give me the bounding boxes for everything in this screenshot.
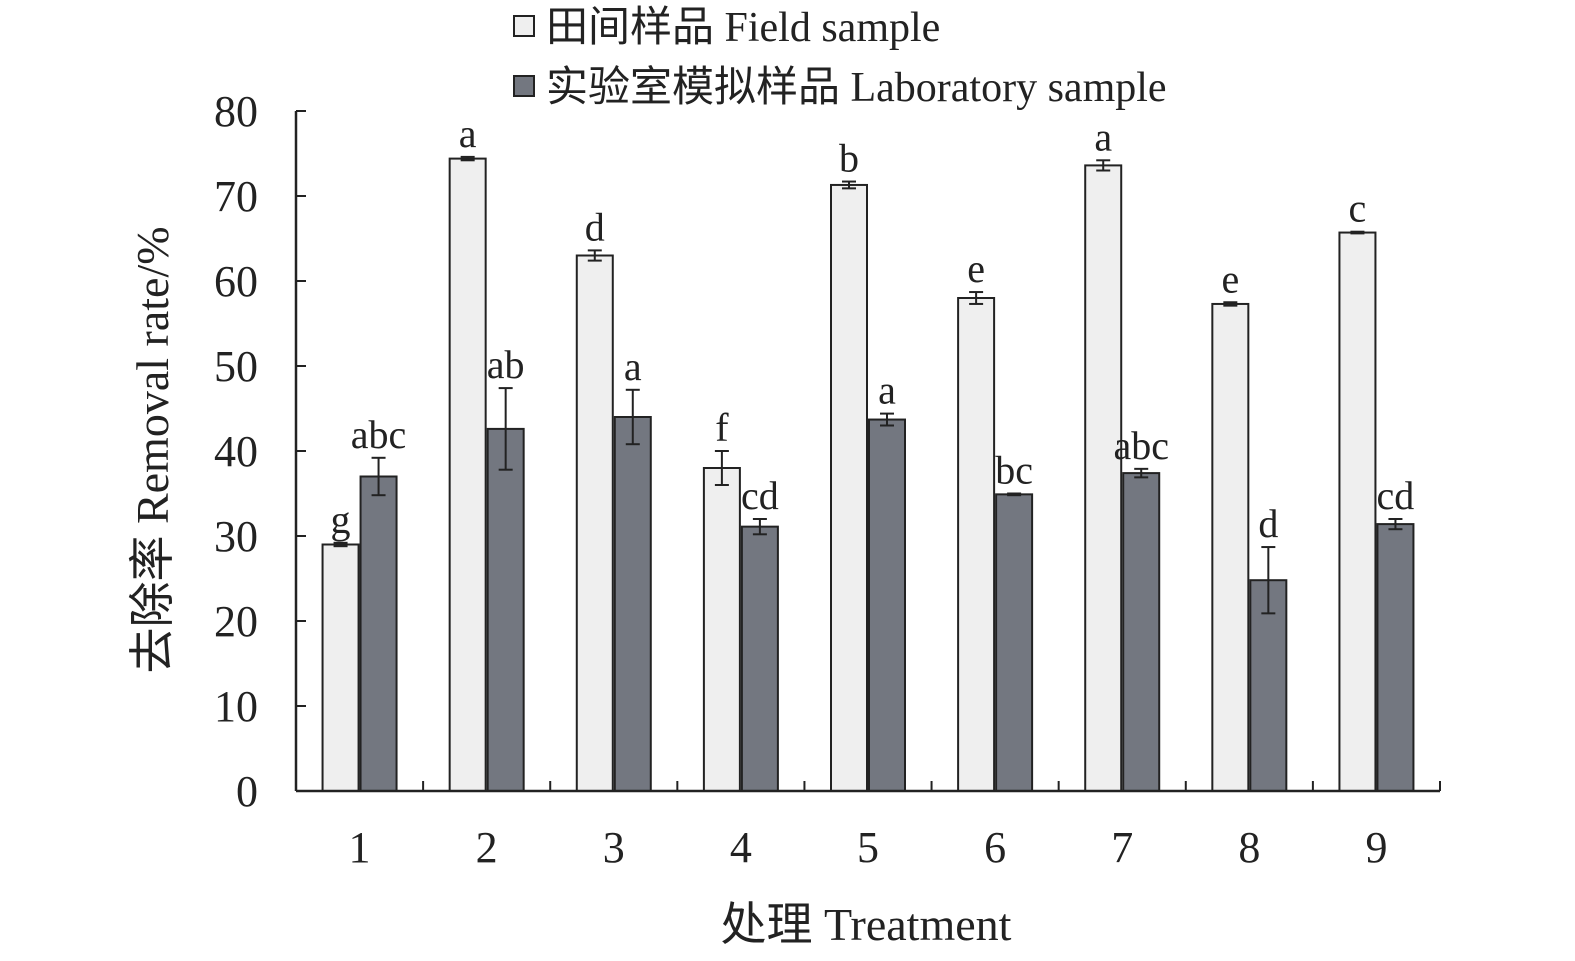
bar-s2-cat-4: [740, 525, 779, 793]
legend-label-2: 实验室模拟样品 Laboratory sample: [546, 64, 1167, 111]
error-bar-s1-cat-3: [587, 249, 602, 262]
error-bar-s2-cat-8: [1261, 546, 1276, 615]
y-tick-label-60: 60: [214, 257, 258, 306]
x-tick-label-4: 4: [730, 823, 752, 872]
sig-label-s1-cat-3: d: [585, 204, 605, 249]
error-bar-s2-cat-5: [880, 412, 894, 427]
sig-label-s1-cat-4: f: [715, 405, 729, 450]
bar-s2-cat-9: [1376, 523, 1415, 792]
y-tick-label-0: 0: [236, 767, 258, 816]
sig-label-s2-cat-9: cd: [1377, 473, 1415, 518]
x-tick-label-8: 8: [1238, 823, 1260, 872]
sig-label-s2-cat-5: a: [878, 368, 896, 413]
error-bar-s1-cat-5: [842, 180, 856, 190]
sig-label-s1-cat-8: e: [1221, 256, 1239, 301]
sig-label-s2-cat-3: a: [624, 344, 642, 389]
x-tick-label-5: 5: [857, 823, 879, 872]
sig-label-s2-cat-7: abc: [1113, 423, 1169, 468]
sig-label-s1-cat-7: a: [1094, 114, 1112, 159]
legend-label-1: 田间样品 Field sample: [546, 5, 940, 51]
bar-s2-cat-5: [868, 418, 906, 792]
bar-s1-cat-5: [830, 183, 868, 792]
error-bar-s1-cat-7: [1096, 159, 1111, 172]
legend-swatch-2: [513, 75, 535, 97]
error-bar-s2-cat-6: [1007, 492, 1022, 497]
bar-s1-cat-9: [1338, 231, 1377, 793]
bar-s2-cat-1: [359, 475, 398, 792]
error-bar-s1-cat-6: [969, 291, 984, 305]
error-bar-s2-cat-3: [625, 388, 640, 446]
y-tick-label-40: 40: [214, 427, 258, 476]
y-tick-label-80: 80: [214, 87, 258, 136]
sig-label-s1-cat-9: c: [1349, 186, 1367, 231]
error-bar-s1-cat-8: [1223, 301, 1238, 307]
error-bars-group: [333, 155, 1403, 615]
error-bar-s1-cat-4: [714, 450, 729, 486]
sig-label-s1-cat-5: b: [839, 136, 859, 181]
y-tick-label-10: 10: [214, 682, 258, 731]
sig-label-s2-cat-4: cd: [741, 473, 779, 518]
y-tick-label-70: 70: [214, 172, 258, 221]
x-axis-title: 处理 Treatment: [721, 899, 1012, 950]
bar-s2-cat-7: [1122, 472, 1161, 792]
error-bar-s2-cat-1: [371, 456, 386, 497]
sig-label-s2-cat-6: bc: [995, 448, 1033, 493]
sig-label-s2-cat-2: ab: [487, 342, 525, 387]
legend: 田间样品 Field sample 实验室模拟样品 Laboratory samp…: [513, 5, 1167, 111]
error-bar-s1-cat-9: [1350, 230, 1365, 235]
y-tick-label-20: 20: [214, 597, 258, 646]
error-bar-s1-cat-1: [333, 541, 348, 548]
error-bar-s2-cat-4: [752, 518, 767, 536]
x-tick-label-3: 3: [603, 823, 625, 872]
error-bar-s2-cat-2: [498, 387, 513, 471]
bar-s1-cat-7: [1084, 164, 1123, 792]
bar-s1-cat-6: [957, 297, 996, 792]
x-tick-label-2: 2: [476, 823, 498, 872]
y-axis-title: 去除率 Removal rate/%: [127, 226, 178, 673]
bar-s2-cat-8: [1249, 579, 1288, 793]
sig-label-s2-cat-8: d: [1258, 501, 1278, 546]
bar-s1-cat-2: [448, 157, 487, 793]
error-bar-s2-cat-7: [1134, 467, 1149, 479]
x-tick-label-1: 1: [349, 823, 371, 872]
sig-label-s2-cat-1: abc: [351, 412, 407, 457]
x-tick-label-7: 7: [1111, 823, 1133, 872]
bar-s1-cat-4: [702, 467, 741, 792]
legend-item-1: 田间样品 Field sample: [513, 5, 940, 51]
error-bar-s1-cat-2: [460, 155, 475, 162]
ticks-group: 1 2 3 4 5 6 7 8 9 0 10 20 30 40 50 60 70 80: [214, 87, 1441, 872]
bar-s1-cat-3: [575, 254, 614, 792]
y-tick-label-30: 30: [214, 512, 258, 561]
bar-s2-cat-3: [613, 416, 652, 792]
x-tick-label-6: 6: [984, 823, 1006, 872]
x-tick-label-9: 9: [1365, 823, 1387, 872]
error-bar-s2-cat-9: [1388, 518, 1403, 531]
sig-label-s1-cat-1: g: [331, 497, 351, 542]
bar-s2-cat-2: [486, 427, 525, 792]
legend-swatch-1: [513, 15, 535, 37]
bars-group: [321, 157, 1415, 793]
bar-s1-cat-8: [1211, 302, 1250, 792]
bar-s2-cat-6: [995, 493, 1034, 792]
sig-label-s1-cat-2: a: [459, 111, 477, 156]
legend-item-2: 实验室模拟样品 Laboratory sample: [513, 64, 1167, 111]
sig-label-s1-cat-6: e: [967, 246, 985, 291]
y-tick-label-50: 50: [214, 342, 258, 391]
bar-s1-cat-1: [321, 543, 360, 792]
